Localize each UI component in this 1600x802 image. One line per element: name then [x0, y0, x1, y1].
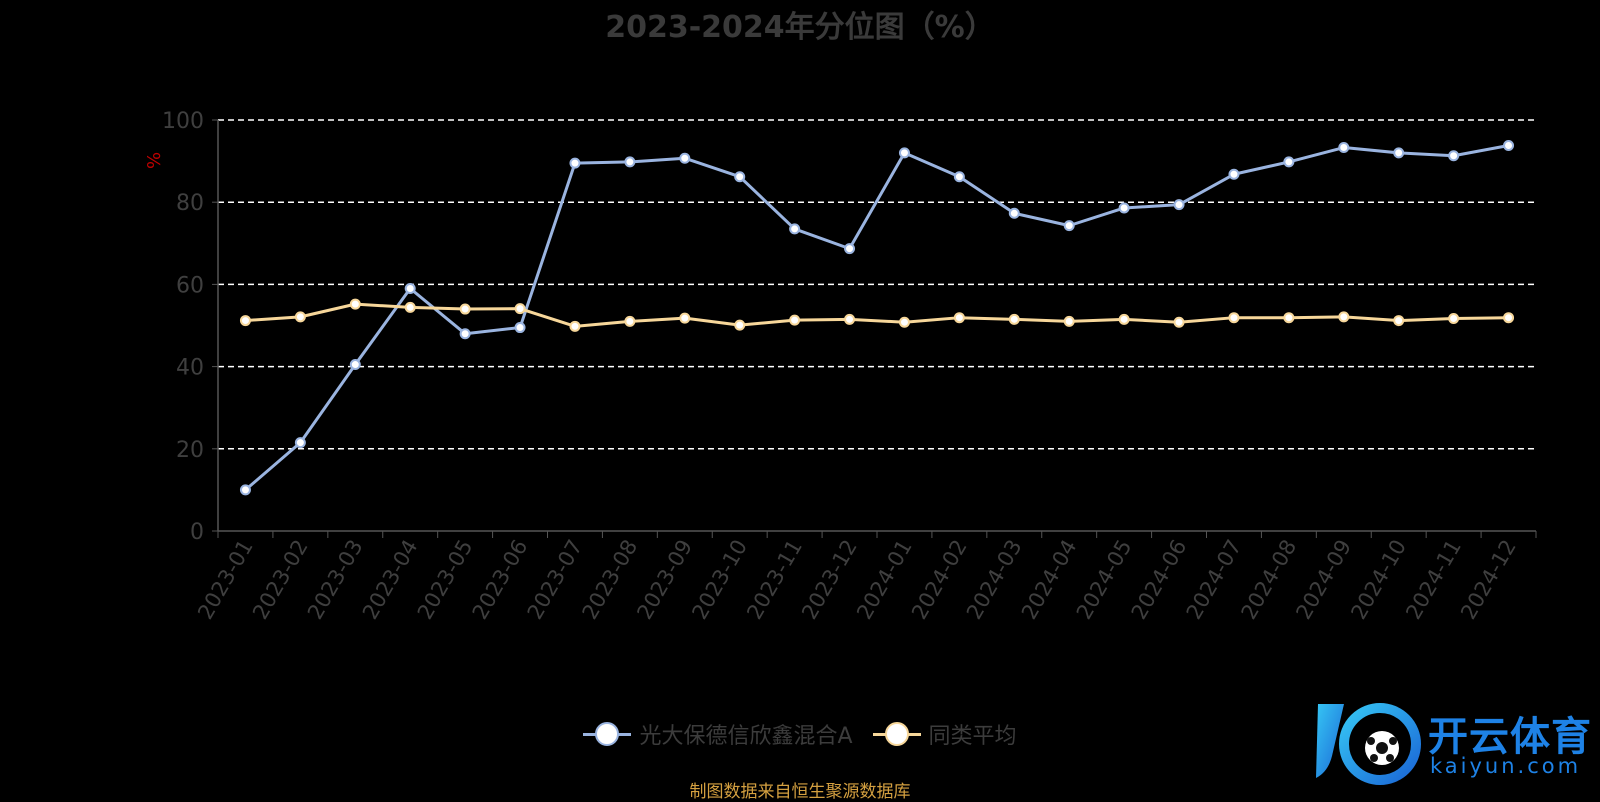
- legend: 光大保德信欣鑫混合A 同类平均: [0, 718, 1600, 750]
- watermark-brand: 开云体育: [1428, 714, 1592, 760]
- data-point: [1503, 139, 1515, 151]
- legend-swatch-average: [872, 722, 921, 746]
- data-point: [1228, 168, 1240, 180]
- data-point: [349, 359, 361, 371]
- data-point: [459, 328, 471, 340]
- data-point: [1503, 312, 1515, 324]
- data-point: [844, 313, 856, 325]
- x-tick-label: 2024-12: [1456, 536, 1521, 624]
- data-point: [569, 157, 581, 169]
- data-point: [514, 303, 526, 315]
- data-point: [679, 312, 691, 324]
- data-point: [1118, 313, 1130, 325]
- data-point: [789, 314, 801, 326]
- data-point: [1008, 313, 1020, 325]
- data-point: [734, 319, 746, 331]
- data-point: [514, 322, 526, 334]
- data-point: [239, 315, 251, 327]
- data-point: [294, 311, 306, 323]
- watermark-logo: 开云体育 kaiyun.com: [1310, 698, 1600, 788]
- data-point: [1173, 316, 1185, 328]
- data-point: [1393, 315, 1405, 327]
- data-point: [1448, 150, 1460, 162]
- legend-label-average: 同类平均: [928, 724, 1017, 749]
- data-point: [953, 312, 965, 324]
- y-tick-label: 20: [176, 438, 204, 463]
- data-point: [1448, 313, 1460, 325]
- y-tick-label: 60: [176, 273, 204, 298]
- data-point: [1393, 147, 1405, 159]
- data-point: [1063, 315, 1075, 327]
- data-point: [1063, 220, 1075, 232]
- data-point: [624, 156, 636, 168]
- data-point: [679, 152, 691, 164]
- y-tick-label: 40: [176, 356, 204, 381]
- data-point: [898, 316, 910, 328]
- data-point: [1228, 312, 1240, 324]
- data-point: [1008, 207, 1020, 219]
- data-point: [349, 298, 361, 310]
- data-point: [624, 315, 636, 327]
- data-point: [844, 243, 856, 255]
- data-point: [1338, 142, 1350, 154]
- data-point: [734, 171, 746, 183]
- source-note: 制图数据来自恒生聚源数据库: [689, 782, 911, 802]
- series-line-1: [245, 302, 1509, 328]
- legend-item-fund[interactable]: 光大保德信欣鑫混合A: [583, 718, 853, 750]
- y-tick-label: 0: [190, 520, 204, 545]
- data-point: [404, 301, 416, 313]
- legend-label-fund: 光大保德信欣鑫混合A: [639, 724, 853, 749]
- chart-title: 2023-2024年分位图（%）: [605, 10, 995, 45]
- data-point: [294, 437, 306, 449]
- data-point: [1283, 156, 1295, 168]
- data-point: [459, 303, 471, 315]
- data-point: [1118, 202, 1130, 214]
- data-point: [789, 223, 801, 235]
- legend-swatch-fund: [583, 722, 632, 746]
- y-tick-label: 80: [176, 191, 204, 216]
- data-point: [1338, 311, 1350, 323]
- data-point: [898, 147, 910, 159]
- data-point: [1173, 199, 1185, 211]
- data-point: [953, 171, 965, 183]
- watermark-site: kaiyun.com: [1430, 754, 1582, 778]
- data-point: [404, 283, 416, 295]
- data-point: [569, 320, 581, 332]
- series-line-0: [244, 144, 1509, 492]
- data-point: [239, 484, 251, 496]
- y-axis-unit-label: %: [144, 151, 166, 170]
- data-point: [1283, 312, 1295, 324]
- kaiyun-logo-icon: [1316, 703, 1421, 785]
- y-tick-label: 100: [162, 109, 204, 134]
- legend-item-average[interactable]: 同类平均: [872, 718, 1017, 750]
